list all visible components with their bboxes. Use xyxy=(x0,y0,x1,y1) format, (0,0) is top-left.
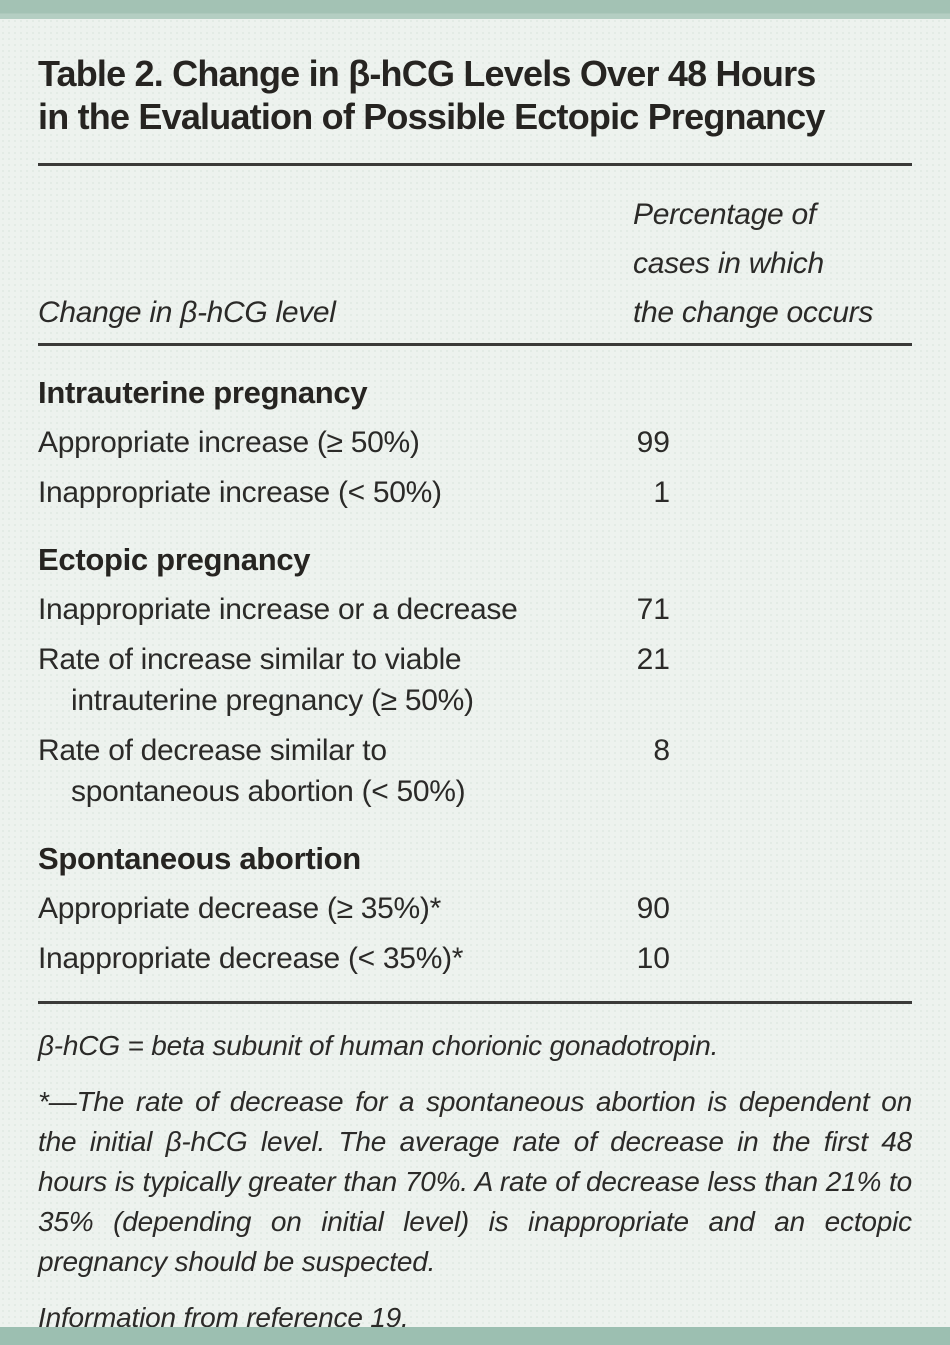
section-header-intrauterine-pregnancy: Intrauterine pregnancy xyxy=(38,375,368,410)
row-label-continuation: spontaneous abortion (< 50%) xyxy=(71,775,466,808)
table-row: Inappropriate increase (< 50%) 1 xyxy=(38,473,912,513)
table-title: Table 2. Change in β-hCG Levels Over 48 … xyxy=(38,52,912,138)
footnote-asterisk: *—The rate of decrease for a spontaneous… xyxy=(38,1086,912,1277)
column-header-percentage: Percentage of cases in which the change … xyxy=(633,190,912,337)
row-label: Inappropriate increase (< 50%) xyxy=(38,473,598,513)
row-value: 21 xyxy=(636,643,670,676)
column-header-change: Change in β-hCG level xyxy=(38,296,336,329)
table-title-line1: Table 2. Change in β-hCG Levels Over 48 … xyxy=(38,53,816,94)
table-row: Rate of increase similar to viable intra… xyxy=(38,640,912,721)
row-label-text: Rate of increase similar to viable xyxy=(38,643,462,676)
row-label-text: Inappropriate decrease (< 35%)* xyxy=(38,942,464,975)
column-header-row: Change in β-hCG level Percentage of case… xyxy=(38,190,912,337)
row-value: 1 xyxy=(653,476,670,509)
table-row: Appropriate decrease (≥ 35%)* 90 xyxy=(38,889,912,929)
table-content: Table 2. Change in β-hCG Levels Over 48 … xyxy=(0,52,950,1338)
column-header-percentage-line3: the change occurs xyxy=(633,296,874,329)
row-label: Rate of decrease similar to spontaneous … xyxy=(38,731,598,812)
row-value: 10 xyxy=(636,942,670,975)
row-label-text: Appropriate decrease (≥ 35%)* xyxy=(38,892,441,925)
section-header-spontaneous-abortion: Spontaneous abortion xyxy=(38,841,361,876)
footnote-abbreviation: β-hCG = beta subunit of human chorionic … xyxy=(38,1030,719,1061)
row-label-continuation: intrauterine pregnancy (≥ 50%) xyxy=(71,684,474,717)
table-row: Appropriate increase (≥ 50%) 99 xyxy=(38,423,912,463)
row-label: Appropriate increase (≥ 50%) xyxy=(38,423,598,463)
row-label-text: Inappropriate increase or a decrease xyxy=(38,593,518,626)
column-header-percentage-line2: cases in which xyxy=(633,247,824,280)
table-row: Rate of decrease similar to spontaneous … xyxy=(38,731,912,812)
top-accent-bar xyxy=(0,0,950,19)
header-divider xyxy=(38,343,912,346)
table-row: Inappropriate increase or a decrease 71 xyxy=(38,590,912,630)
footer-divider xyxy=(38,1001,912,1004)
section-header-ectopic-pregnancy: Ectopic pregnancy xyxy=(38,542,311,577)
table-title-line2: in the Evaluation of Possible Ectopic Pr… xyxy=(38,96,825,137)
row-value: 99 xyxy=(636,426,670,459)
row-label: Inappropriate decrease (< 35%)* xyxy=(38,939,598,979)
row-label: Inappropriate increase or a decrease xyxy=(38,590,598,630)
row-value: 90 xyxy=(636,892,670,925)
bottom-accent-bar xyxy=(0,1327,950,1345)
row-label: Appropriate decrease (≥ 35%)* xyxy=(38,889,598,929)
row-label-text: Rate of decrease similar to xyxy=(38,734,387,767)
column-header-percentage-line1: Percentage of xyxy=(633,198,816,231)
row-value: 8 xyxy=(653,734,670,767)
title-divider xyxy=(38,163,912,166)
row-label-text: Inappropriate increase (< 50%) xyxy=(38,476,442,509)
row-label-text: Appropriate increase (≥ 50%) xyxy=(38,426,420,459)
table-row: Inappropriate decrease (< 35%)* 10 xyxy=(38,939,912,979)
row-value: 71 xyxy=(636,593,670,626)
row-label: Rate of increase similar to viable intra… xyxy=(38,640,598,721)
